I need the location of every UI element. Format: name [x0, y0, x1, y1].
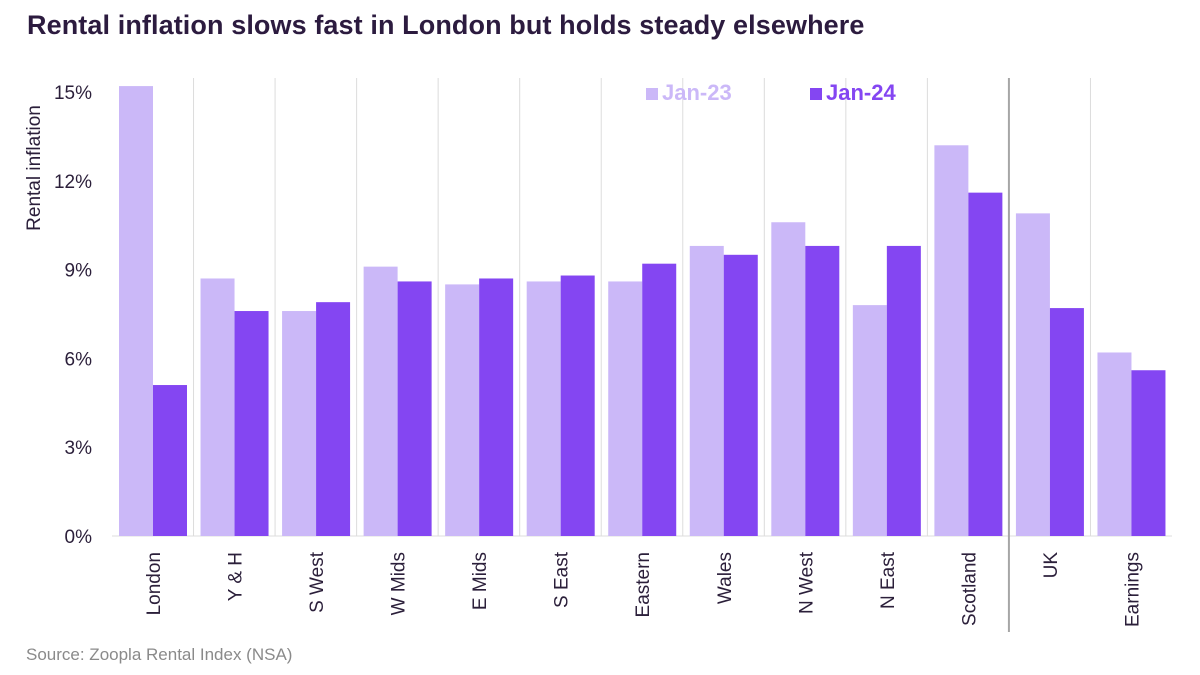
bar-jan23-n-west — [771, 222, 806, 537]
bar-jan24-wales — [723, 254, 758, 537]
legend: Jan-23 Jan-24 — [646, 80, 896, 105]
source-note: Source: Zoopla Rental Index (NSA) — [26, 645, 293, 664]
category-label: London — [144, 552, 165, 615]
category-label: W Mids — [389, 552, 410, 615]
y-axis-ticks: 0% 3% 6% 9% 12% 15% — [54, 83, 92, 548]
bar-jan23-w-mids — [363, 266, 398, 536]
bar-jan23-e-mids — [445, 284, 480, 536]
bar-jan23-earnings — [1097, 352, 1132, 536]
y-tick-label: 15% — [54, 83, 92, 104]
category-label: S West — [307, 551, 328, 613]
bars — [119, 86, 1166, 537]
legend-swatch — [646, 88, 658, 100]
bar-jan24-n-west — [805, 245, 840, 537]
y-tick-label: 9% — [65, 261, 93, 282]
category-label: E Mids — [470, 552, 491, 610]
bar-jan24-y-h — [234, 311, 269, 536]
bar-jan23-scotland — [934, 145, 969, 536]
bar-jan23-london — [119, 86, 153, 536]
category-label: Y & H — [226, 552, 247, 601]
legend-swatch — [810, 88, 822, 100]
y-axis-title: Rental inflation — [24, 105, 45, 231]
legend-label: Jan-23 — [662, 80, 732, 105]
bar-jan24-eastern — [642, 263, 677, 536]
legend-label: Jan-24 — [826, 80, 896, 105]
category-label: Scotland — [959, 552, 980, 626]
category-label: S East — [552, 551, 573, 608]
bar-jan24-e-mids — [479, 278, 514, 536]
bar-jan23-s-east — [526, 281, 561, 536]
bar-jan24-scotland — [968, 192, 1003, 536]
category-label: N East — [878, 551, 899, 609]
bar-jan24-london — [153, 385, 187, 536]
bar-jan23-uk — [1015, 213, 1050, 537]
category-label: Wales — [715, 552, 736, 604]
category-label: N West — [796, 551, 817, 614]
bar-jan23-y-h — [200, 278, 235, 536]
bar-jan23-s-west — [282, 311, 317, 536]
category-label: Eastern — [633, 552, 654, 617]
bar-jan24-n-east — [886, 245, 921, 537]
y-tick-label: 6% — [65, 349, 93, 370]
bar-jan24-w-mids — [397, 281, 432, 536]
bar-jan24-s-west — [316, 302, 351, 536]
y-tick-label: 0% — [65, 527, 93, 548]
bar-jan23-wales — [689, 245, 724, 537]
bar-jan24-s-east — [560, 275, 595, 536]
bar-jan24-uk — [1049, 308, 1084, 536]
chart-title: Rental inflation slows fast in London bu… — [27, 10, 865, 40]
y-tick-label: 12% — [54, 172, 92, 193]
y-tick-label: 3% — [65, 438, 93, 459]
bar-jan24-earnings — [1131, 370, 1166, 536]
category-labels: London Y & H S West W Mids E Mids S East Easte… — [144, 551, 1143, 627]
bar-jan23-eastern — [608, 281, 643, 536]
category-label: UK — [1041, 552, 1062, 579]
bar-jan23-n-east — [852, 305, 887, 536]
category-label: Earnings — [1122, 552, 1143, 627]
